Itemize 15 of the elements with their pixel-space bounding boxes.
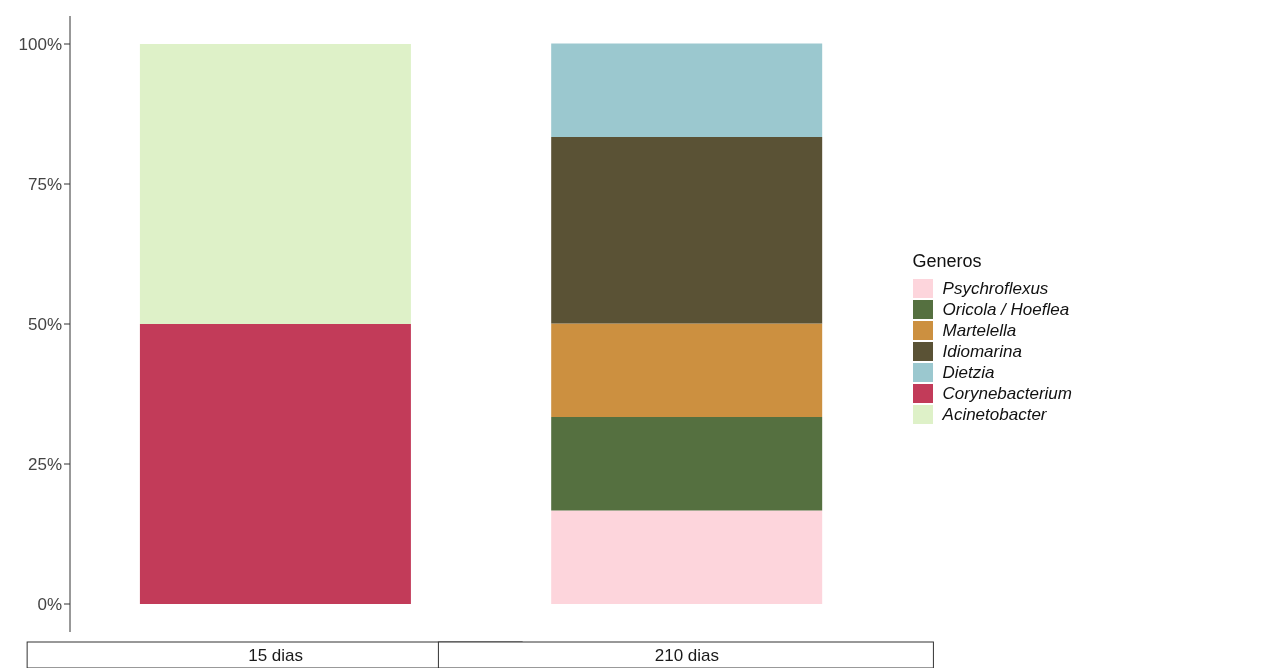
y-tick-label: 75% xyxy=(27,175,62,195)
legend-label: Acinetobacter xyxy=(942,404,1047,425)
y-tick-label: 50% xyxy=(27,315,62,335)
legend-label: Oricola / Hoeflea xyxy=(942,299,1070,320)
legend-label: Dietzia xyxy=(942,362,995,383)
x-tick-label: 15 dias xyxy=(248,646,304,665)
legend-label: Psychroflexus xyxy=(942,278,1049,299)
legend-label: Idiomarina xyxy=(942,341,1022,362)
legend-label: Martelella xyxy=(942,320,1017,341)
x-tick-label: 210 dias xyxy=(654,646,720,665)
y-tick-label: 0% xyxy=(37,595,62,615)
legend-title: Generos xyxy=(912,251,983,272)
y-tick-label: 100% xyxy=(18,35,62,55)
y-tick-label: 25% xyxy=(27,455,62,475)
legend-label: Corynebacterium xyxy=(942,383,1072,404)
